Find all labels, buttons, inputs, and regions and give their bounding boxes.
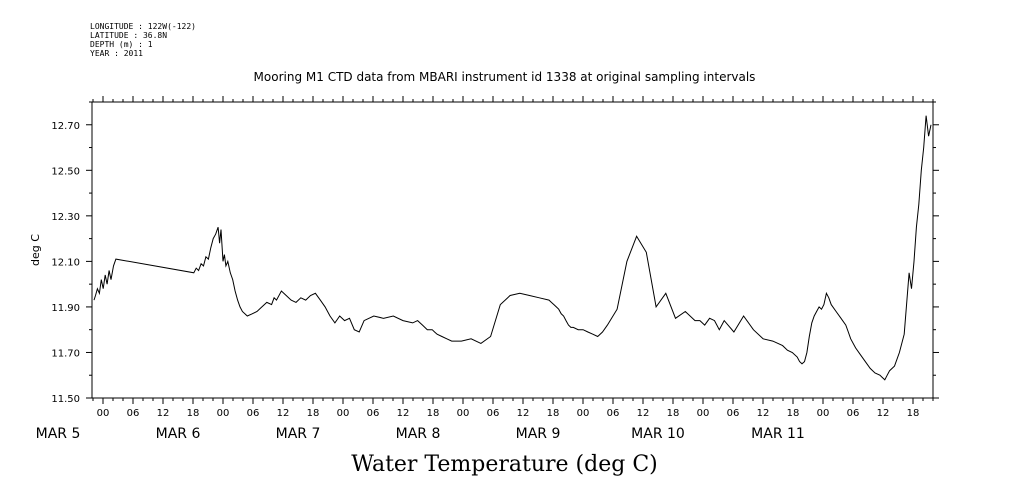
- y-tick-label: 11.70: [51, 348, 80, 359]
- x-tick-label: 06: [847, 408, 860, 419]
- y-axis-label: deg C: [29, 234, 42, 266]
- x-tick-label: 00: [577, 408, 590, 419]
- y-tick-label: 12.70: [51, 121, 80, 132]
- x-tick-label: 12: [757, 408, 770, 419]
- x-tick-label: 06: [487, 408, 500, 419]
- y-tick-label: 12.50: [51, 166, 80, 177]
- x-tick-label: 12: [637, 408, 650, 419]
- y-tick-label: 12.10: [51, 257, 80, 268]
- x-tick-label: 06: [127, 408, 140, 419]
- x-tick-label: 00: [217, 408, 230, 419]
- x-tick-label: 00: [697, 408, 710, 419]
- x-tick-label: 06: [367, 408, 380, 419]
- x-tick-label: 18: [667, 408, 680, 419]
- chart-bottom-title: Water Temperature (deg C): [351, 452, 658, 477]
- latitude-label: LATITUDE : 36.8N: [90, 31, 168, 40]
- x-day-label: MAR 11: [751, 426, 805, 442]
- x-tick-label: 06: [607, 408, 620, 419]
- x-tick-label: 06: [727, 408, 740, 419]
- x-day-label: MAR 5: [36, 426, 81, 442]
- x-tick-label: 18: [547, 408, 560, 419]
- longitude-label: LONGITUDE : 122W(-122): [90, 22, 196, 31]
- chart-title: Mooring M1 CTD data from MBARI instrumen…: [253, 70, 756, 84]
- y-tick-label: 11.90: [51, 303, 80, 314]
- y-tick-label: 12.30: [51, 212, 80, 223]
- x-tick-label: 18: [907, 408, 920, 419]
- x-day-label: MAR 8: [396, 426, 441, 442]
- x-tick-label: 18: [307, 408, 320, 419]
- x-day-label: MAR 7: [276, 426, 321, 442]
- x-tick-label: 18: [187, 408, 200, 419]
- x-tick-label: 06: [247, 408, 260, 419]
- y-tick-label: 11.50: [51, 394, 80, 405]
- x-tick-label: 12: [397, 408, 410, 419]
- depth-label: DEPTH (m) : 1: [90, 40, 153, 49]
- x-tick-label: 18: [427, 408, 440, 419]
- x-tick-label: 00: [817, 408, 830, 419]
- x-day-label: MAR 6: [156, 426, 201, 442]
- x-day-label: MAR 10: [631, 426, 685, 442]
- x-day-label: MAR 9: [516, 426, 561, 442]
- x-tick-label: 12: [157, 408, 170, 419]
- x-tick-label: 00: [97, 408, 110, 419]
- series-line: [93, 115, 932, 381]
- x-tick-label: 12: [877, 408, 890, 419]
- x-tick-label: 18: [787, 408, 800, 419]
- x-tick-label: 00: [337, 408, 350, 419]
- x-tick-label: 00: [457, 408, 470, 419]
- x-tick-label: 12: [277, 408, 290, 419]
- x-tick-label: 12: [517, 408, 530, 419]
- year-label: YEAR : 2011: [90, 49, 143, 58]
